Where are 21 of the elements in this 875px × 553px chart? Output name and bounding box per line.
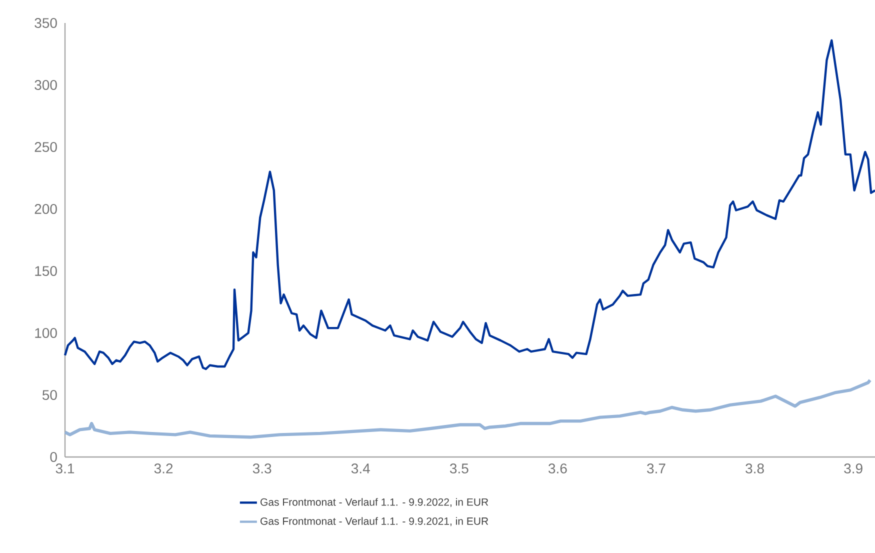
y-tick-label: 100 [35, 328, 57, 338]
y-tick-label: 150 [35, 266, 57, 276]
legend-label: Gas Frontmonat - Verlauf 1.1. - 9.9.2021, in EUR [260, 517, 488, 526]
x-tick-label: 3.1 [56, 464, 74, 474]
line-series [63, 378, 872, 439]
y-tick-label: 250 [34, 142, 57, 152]
x-tick-label: 3.8 [746, 464, 764, 474]
x-tick-label: 3.2 [154, 464, 173, 474]
x-tick-label: 3.6 [548, 464, 567, 474]
x-tick-label: 3.5 [450, 464, 468, 474]
line-series [64, 39, 875, 370]
y-tick-label: 200 [34, 204, 57, 214]
x-tick-label: 3.7 [647, 464, 666, 474]
y-tick-label: 350 [34, 18, 57, 28]
x-tick-label: 3.9 [844, 464, 862, 474]
y-tick-label: 50 [42, 390, 57, 400]
x-tick-label: 3.4 [351, 464, 370, 474]
y-tick-label: 0 [50, 452, 57, 462]
legend-label: Gas Frontmonat - Verlauf 1.1. - 9.9.2022, in EUR [260, 498, 488, 508]
x-tick-label: 3.3 [252, 464, 272, 474]
y-tick-label: 300 [34, 80, 57, 90]
